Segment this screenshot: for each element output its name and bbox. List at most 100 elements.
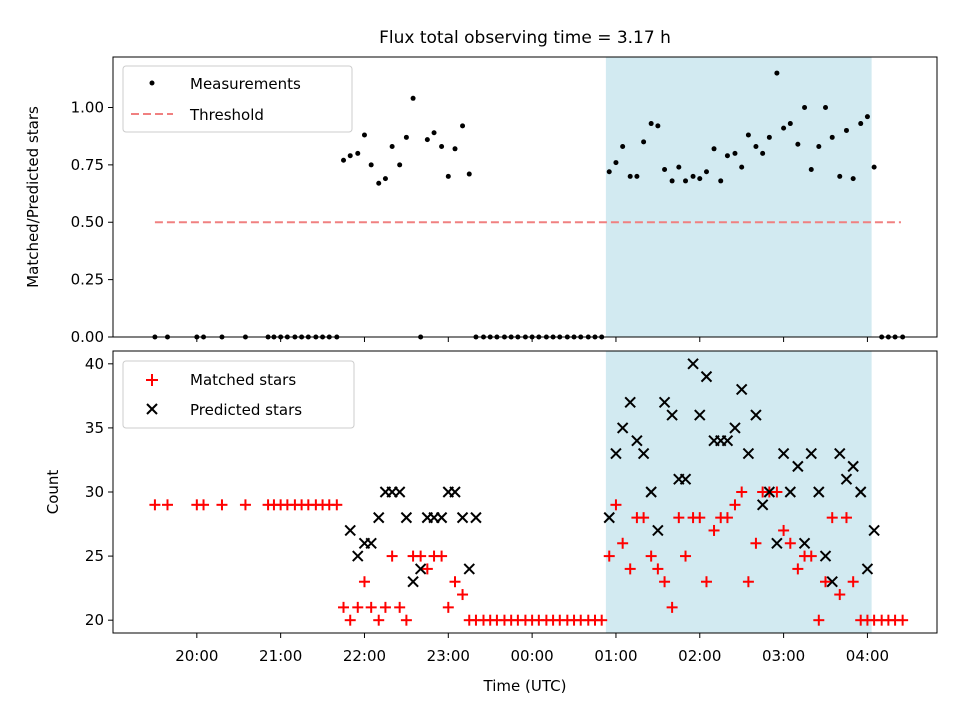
matched-point (373, 614, 385, 626)
count-y-tick-label: 25 (85, 547, 104, 565)
matched-point (365, 601, 377, 613)
count-y-tick-label: 40 (85, 355, 104, 373)
predicted-point (616, 422, 629, 434)
measurement-point (445, 173, 451, 179)
measurement-point (382, 176, 388, 182)
measurement-point (431, 130, 437, 136)
predicted-point (777, 447, 790, 460)
measurement-point (662, 166, 668, 172)
predicted-point (463, 563, 475, 575)
measurement-point (648, 121, 654, 127)
measurement-point (711, 146, 717, 152)
x-tick-label: 23:00 (427, 647, 470, 665)
measurement-point (787, 121, 793, 127)
measurement-point (850, 176, 856, 182)
predicted-point (700, 370, 713, 383)
matched-point (813, 614, 825, 626)
matched-point (666, 601, 678, 613)
measurement-point (424, 137, 430, 143)
count-y-ticks: 20 25 30 35 40 (85, 355, 113, 629)
measurement-point (683, 178, 689, 184)
measurement-point (655, 123, 661, 129)
matched-point (161, 499, 173, 511)
predicted-point (637, 447, 650, 460)
predicted-point (847, 460, 859, 473)
measurement-point (410, 95, 416, 101)
predicted-point (344, 524, 356, 537)
measurement-point (697, 176, 703, 182)
x-tick-label: 02:00 (678, 647, 721, 665)
matched-point (826, 512, 838, 524)
predicted-point (610, 447, 622, 460)
measurement-point (676, 164, 682, 170)
measurement-point (766, 134, 772, 140)
predicted-point (400, 511, 413, 524)
matched-point (596, 614, 608, 626)
count-y-tick-label: 30 (85, 483, 104, 501)
ratio-legend: Measurements Threshold (122, 65, 353, 133)
predicted-point (763, 486, 776, 498)
predicted-point (798, 537, 811, 549)
predicted-point (658, 396, 671, 408)
predicted-point (784, 486, 797, 498)
count-legend-box (122, 360, 355, 429)
measurement-point (397, 162, 403, 168)
measurement-point (808, 166, 814, 172)
measurement-point (864, 114, 870, 120)
ratio-axes-frame (112, 56, 938, 338)
matched-point (394, 601, 406, 613)
ratio-panel: 0.00 0.25 0.50 0.75 1.00 Matched/Predicted s… (24, 56, 938, 346)
measurement-point (620, 144, 626, 150)
measurement-point (361, 132, 367, 138)
measurement-point (669, 178, 675, 184)
ratio-y-ticks: 0.00 0.25 0.50 0.75 1.00 (71, 98, 113, 346)
measurement-point (439, 144, 445, 150)
predicted-point (805, 447, 817, 460)
legend-measurements-marker (149, 80, 155, 86)
predicted-point (449, 486, 461, 498)
measurement-point (837, 173, 843, 179)
matched-point (415, 550, 427, 562)
count-panel: 20 25 30 35 40 20:00 21:00 22:00 23:00 00:00 01:0… (44, 350, 938, 695)
matched-point (708, 524, 720, 536)
predicted-point (861, 563, 874, 575)
matched-point (721, 512, 733, 524)
matched-point (198, 499, 210, 511)
legend-matched-label: Matched stars (190, 371, 296, 389)
chart-title: Flux total observing time = 3.17 h (379, 28, 671, 48)
measurement-point (690, 173, 696, 179)
predicted-point (750, 409, 762, 421)
measurement-point (460, 123, 466, 129)
predicted-point (631, 435, 643, 447)
predicted-point (393, 486, 406, 498)
count-x-ticks: 20:00 21:00 22:00 23:00 00:00 01:00 02:00 03:00… (175, 633, 889, 665)
legend-threshold-label: Threshold (189, 106, 264, 124)
predicted-point (687, 358, 699, 370)
predicted-point (679, 473, 692, 485)
measurement-point (829, 134, 835, 140)
legend-measurements-label: Measurements (190, 75, 301, 93)
predicted-point (435, 511, 448, 524)
x-tick-label: 00:00 (511, 647, 554, 665)
matched-point (436, 550, 448, 562)
x-tick-label: 04:00 (846, 647, 889, 665)
predicted-point (470, 511, 482, 524)
measurement-point (724, 153, 730, 159)
measurement-point (760, 150, 766, 156)
measurement-point (355, 150, 361, 156)
predicted-point (407, 576, 419, 588)
matched-point (645, 550, 657, 562)
measurement-point (606, 169, 612, 175)
matched-point (673, 512, 685, 524)
matched-point (694, 512, 706, 524)
matched-point (840, 512, 852, 524)
predicted-point (652, 524, 664, 537)
count-y-axis-label: Count (44, 470, 62, 515)
matched-point (805, 550, 817, 562)
measurement-point (843, 127, 849, 133)
predicted-point (603, 511, 615, 524)
measurement-point (816, 144, 822, 150)
matched-point (379, 601, 391, 613)
matched-point (421, 563, 433, 575)
matched-point (847, 576, 859, 588)
